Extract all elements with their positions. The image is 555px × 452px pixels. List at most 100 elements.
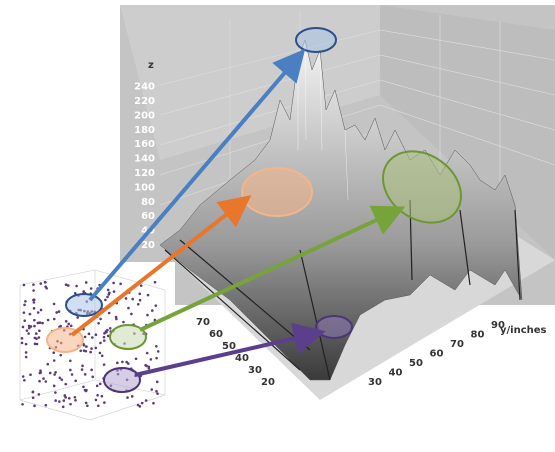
inset-point	[33, 342, 37, 346]
inset-green-region	[109, 324, 147, 350]
inset-point	[69, 368, 72, 372]
inset-point	[42, 377, 45, 380]
z-tick-label: 200	[134, 110, 155, 121]
inset-point	[102, 339, 106, 342]
inset-point	[64, 283, 68, 286]
inset-point	[52, 317, 56, 321]
inset-point	[33, 404, 36, 408]
inset-point	[156, 392, 159, 395]
inset-point	[27, 324, 31, 328]
z-tick-label: 220	[134, 96, 155, 107]
inset-point	[103, 332, 106, 335]
inset-point	[83, 373, 87, 376]
inset-point	[146, 313, 149, 317]
z-tick-label: 120	[134, 168, 155, 179]
inset-point	[61, 405, 65, 409]
inset-point	[22, 311, 26, 314]
inset-point	[29, 373, 32, 376]
inset-point	[126, 362, 130, 365]
inset-point	[134, 357, 138, 361]
z-tick-label: 60	[141, 211, 155, 222]
inset-point	[99, 317, 102, 321]
inset-point	[62, 399, 66, 402]
inset-point	[52, 351, 56, 354]
inset-point	[46, 362, 50, 366]
inset-point	[76, 316, 79, 319]
inset-point	[100, 394, 104, 398]
inset-point	[66, 284, 70, 287]
inset-point	[138, 298, 142, 302]
inset-point	[21, 375, 25, 378]
inset-point	[83, 335, 87, 339]
inset-point	[94, 346, 98, 350]
inset-point	[91, 375, 95, 379]
inset-point	[67, 322, 71, 326]
inset-point	[79, 349, 82, 353]
inset-point	[58, 376, 62, 380]
inset-point	[130, 395, 134, 398]
inset-point	[38, 329, 41, 333]
inset-point	[85, 345, 88, 348]
inset-point	[75, 284, 78, 288]
inset-point	[70, 373, 74, 376]
y-tick-label: 30	[368, 377, 382, 388]
inset-point	[112, 290, 116, 293]
y-tick-label: 80	[471, 330, 485, 341]
inset-point	[67, 396, 71, 400]
y-tick-label: 60	[430, 349, 444, 360]
inset-point	[36, 311, 40, 314]
inset-point	[97, 321, 100, 325]
inset-point	[69, 402, 72, 406]
inset-point	[108, 327, 112, 330]
inset-point	[122, 320, 125, 324]
inset-point	[95, 384, 99, 388]
inset-point	[136, 302, 140, 306]
inset-point	[46, 318, 50, 322]
inset-point	[54, 391, 57, 394]
orange-region	[241, 167, 313, 217]
inset-point	[131, 297, 134, 301]
inset-point	[106, 288, 110, 292]
inset-point	[155, 380, 159, 384]
inset-point	[149, 358, 153, 361]
x-tick-label: 40	[235, 353, 249, 364]
inset-point	[98, 351, 102, 355]
z-tick-label: 160	[134, 139, 155, 150]
inset-point	[130, 312, 133, 316]
inset-point	[20, 337, 24, 340]
inset-point	[39, 308, 43, 312]
inset-point	[25, 329, 29, 332]
inset-point	[85, 388, 88, 392]
inset-point	[57, 310, 61, 313]
inset-point	[54, 371, 57, 374]
inset-point	[38, 321, 42, 324]
inset-point	[36, 321, 40, 325]
inset-point	[84, 281, 88, 284]
inset-point	[22, 283, 26, 287]
inset-point	[23, 303, 26, 307]
inset-point	[60, 378, 64, 381]
inset-point	[32, 307, 36, 310]
purple-arrow	[134, 322, 326, 377]
inset-point	[44, 285, 47, 288]
inset-point	[155, 345, 158, 348]
inset-point	[33, 324, 36, 328]
inset-point	[121, 360, 124, 364]
inset-point	[24, 351, 28, 354]
inset-point	[86, 404, 89, 408]
inset-point	[107, 311, 111, 315]
inset-point	[144, 363, 147, 367]
inset-point	[107, 293, 111, 296]
inset-point	[147, 367, 151, 370]
inset-point	[64, 396, 67, 399]
inset-point	[32, 298, 35, 302]
inset-point	[116, 361, 119, 365]
inset-point	[31, 396, 35, 400]
inset-point	[94, 398, 98, 402]
inset-point	[80, 368, 84, 371]
inset-point	[64, 320, 68, 323]
inset-point	[33, 318, 36, 322]
inset-point	[103, 401, 106, 404]
